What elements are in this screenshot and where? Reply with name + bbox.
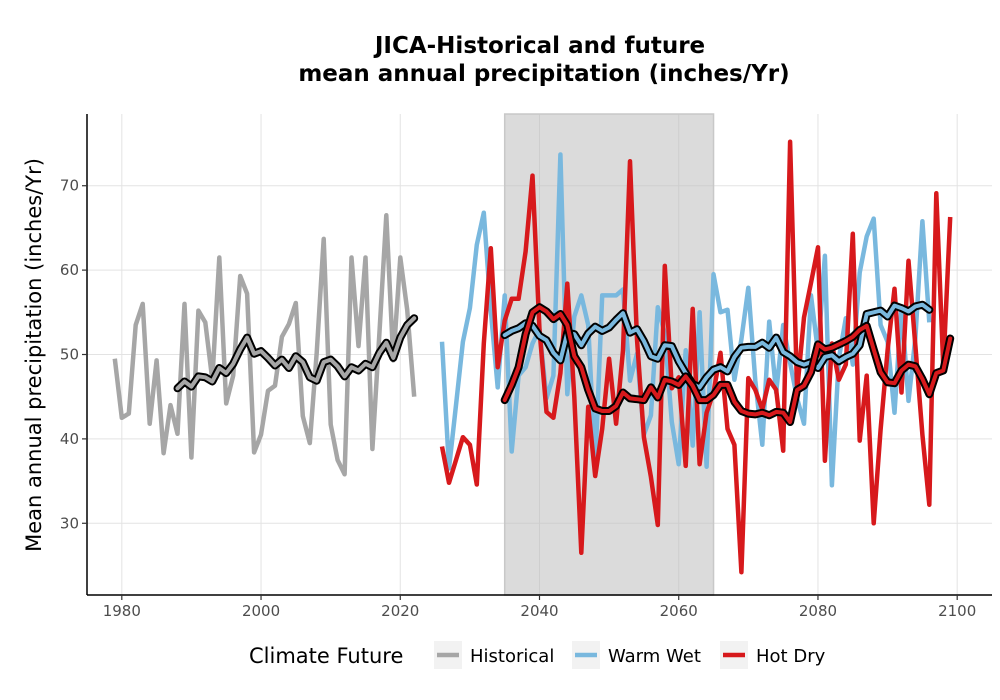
series-group (112, 139, 955, 575)
series-warm-wet-smooth (502, 302, 932, 390)
chart-title-line-1: JICA-Historical and future (373, 33, 705, 59)
legend: Historical Warm Wet Hot Dry (434, 641, 826, 669)
y-tick-label-40: 40 (60, 430, 79, 448)
x-tick-label-2040: 2040 (520, 602, 558, 620)
x-tick-label-2020: 2020 (381, 602, 419, 620)
y-tick-label-50: 50 (60, 346, 79, 364)
legend-title: Climate Future (249, 644, 403, 668)
legend-label-historical: Historical (470, 646, 554, 667)
legend-item-warm-wet: Warm Wet (572, 641, 701, 669)
y-tick-label-30: 30 (60, 514, 79, 532)
shaded-period-rect (503, 113, 715, 596)
x-tick-label-2080: 2080 (799, 602, 837, 620)
x-tick-label-2060: 2060 (660, 602, 698, 620)
legend-item-hot-dry: Hot Dry (720, 641, 826, 669)
y-tick-label-70: 70 (60, 177, 79, 195)
series-historical (112, 213, 417, 477)
y-tick-label-60: 60 (60, 261, 79, 279)
x-tick-label-1980: 1980 (103, 602, 141, 620)
legend-item-historical: Historical (434, 641, 554, 669)
axes: 1980 2000 2020 2040 2060 2080 2100 30 40 50 60 70 (60, 114, 992, 620)
legend-label-hot-dry: Hot Dry (756, 646, 826, 667)
x-tick-label-2100: 2100 (938, 602, 976, 620)
series-hot-dry-smooth (502, 305, 953, 424)
shaded-period (503, 113, 715, 596)
legend-label-warm-wet: Warm Wet (608, 646, 701, 667)
chart-title-line-2: mean annual precipitation (inches/Yr) (298, 61, 789, 87)
series-historical-smooth (175, 316, 417, 391)
y-axis-title: Mean annual precipitation (inches/Yr) (22, 158, 46, 552)
x-tick-label-2000: 2000 (242, 602, 280, 620)
